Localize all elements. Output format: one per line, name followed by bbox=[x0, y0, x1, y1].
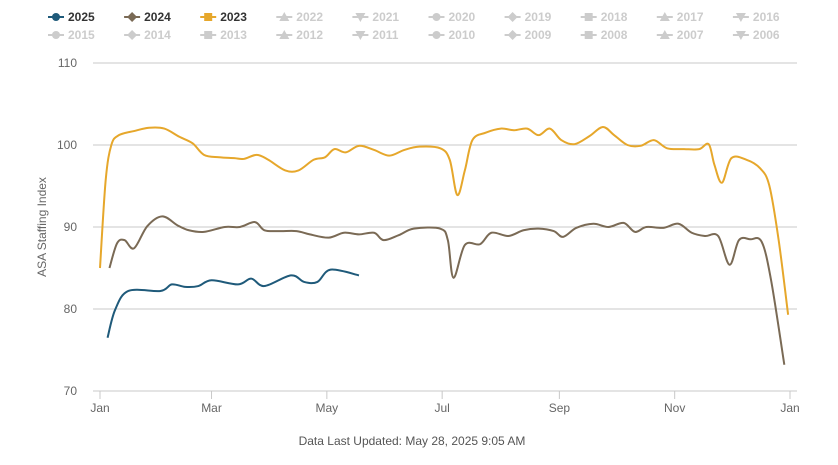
diamond-marker-icon bbox=[127, 12, 138, 22]
triangle-marker-icon bbox=[279, 12, 290, 21]
y-axis-ticks: 70 80 90 100 110 bbox=[57, 56, 77, 398]
legend-item-2007[interactable]: 2007 bbox=[656, 28, 704, 42]
triangle-marker-icon bbox=[659, 12, 670, 21]
legend-item-2009[interactable]: 2009 bbox=[504, 28, 552, 42]
legend-item-2021[interactable]: 2021 bbox=[352, 10, 399, 24]
legend-item-2010[interactable]: 2010 bbox=[428, 28, 476, 42]
x-tick-label: May bbox=[316, 401, 339, 415]
y-axis-title: ASA Staffing Index bbox=[35, 177, 49, 277]
legend-item-2025[interactable]: 2025 bbox=[48, 10, 95, 24]
triangle-marker-icon bbox=[659, 30, 670, 39]
x-tick-label: Mar bbox=[201, 401, 222, 415]
circle-marker-icon bbox=[432, 13, 441, 21]
diamond-marker-icon bbox=[507, 30, 518, 40]
legend-item-2017[interactable]: 2017 bbox=[656, 10, 704, 24]
legend-label: 2012 bbox=[296, 28, 323, 42]
square-marker-icon bbox=[204, 31, 213, 39]
legend-label: 2018 bbox=[601, 10, 628, 24]
diamond-marker-icon bbox=[507, 12, 518, 22]
legend-label: 2008 bbox=[601, 28, 628, 42]
legend-label: 2006 bbox=[753, 28, 780, 42]
legend-item-2015[interactable]: 2015 bbox=[48, 28, 95, 42]
square-marker-icon bbox=[584, 31, 593, 39]
legend-label: 2011 bbox=[372, 28, 398, 42]
triangle-marker-icon bbox=[279, 30, 290, 39]
diamond-marker-icon bbox=[127, 30, 138, 40]
x-tick-label: Jul bbox=[434, 401, 449, 415]
x-axis: Jan Mar May Jul Sep Nov Jan bbox=[90, 390, 800, 415]
legend-label: 2017 bbox=[677, 10, 704, 24]
y-tick-label: 80 bbox=[64, 302, 78, 316]
x-tick-label: Jan bbox=[780, 401, 799, 415]
legend-item-2018[interactable]: 2018 bbox=[580, 10, 628, 24]
legend-item-2014[interactable]: 2014 bbox=[124, 28, 171, 42]
legend-label: 2013 bbox=[220, 28, 247, 42]
gridlines bbox=[93, 62, 797, 310]
circle-marker-icon bbox=[432, 31, 441, 39]
legend-label: 2020 bbox=[449, 10, 476, 24]
triangle-down-marker-icon bbox=[735, 13, 746, 22]
y-tick-label: 90 bbox=[64, 220, 78, 234]
y-tick-label: 110 bbox=[58, 56, 77, 70]
legend-label: 2010 bbox=[449, 28, 476, 42]
series-line-2023[interactable] bbox=[99, 125, 790, 315]
legend-label: 2023 bbox=[220, 10, 247, 24]
legend-item-2012[interactable]: 2012 bbox=[276, 28, 323, 42]
series-line-2025[interactable] bbox=[106, 268, 360, 338]
circle-marker-icon bbox=[52, 31, 60, 39]
y-tick-label: 70 bbox=[64, 384, 78, 398]
square-marker-icon bbox=[204, 13, 213, 21]
legend-item-2011[interactable]: 2011 bbox=[352, 28, 399, 42]
series-line-2024[interactable] bbox=[108, 215, 786, 365]
legend-label: 2022 bbox=[296, 10, 323, 24]
legend-item-2016[interactable]: 2016 bbox=[732, 10, 780, 24]
last-updated-text: Data Last Updated: May 28, 2025 9:05 AM bbox=[299, 434, 526, 448]
legend-label: 2025 bbox=[68, 10, 95, 24]
legend-label: 2014 bbox=[144, 28, 171, 42]
legend-item-2019[interactable]: 2019 bbox=[504, 10, 552, 24]
legend-item-2020[interactable]: 2020 bbox=[428, 10, 476, 24]
legend-label: 2021 bbox=[372, 10, 399, 24]
legend-item-2023[interactable]: 2023 bbox=[200, 10, 247, 24]
legend-item-2024[interactable]: 2024 bbox=[124, 10, 171, 24]
series-lines bbox=[99, 125, 790, 365]
legend-label: 2024 bbox=[144, 10, 171, 24]
x-tick-label: Jan bbox=[90, 401, 109, 415]
triangle-down-marker-icon bbox=[355, 31, 366, 40]
triangle-down-marker-icon bbox=[735, 31, 746, 40]
legend-item-2006[interactable]: 2006 bbox=[732, 28, 780, 42]
legend-label: 2016 bbox=[753, 10, 780, 24]
legend-label: 2009 bbox=[525, 28, 552, 42]
legend-label: 2019 bbox=[525, 10, 552, 24]
legend-label: 2007 bbox=[677, 28, 704, 42]
legend-item-2013[interactable]: 2013 bbox=[200, 28, 247, 42]
circle-marker-icon bbox=[52, 13, 60, 21]
legend-item-2008[interactable]: 2008 bbox=[580, 28, 628, 42]
legend-item-2022[interactable]: 2022 bbox=[276, 10, 323, 24]
y-tick-label: 100 bbox=[57, 138, 77, 152]
square-marker-icon bbox=[584, 13, 593, 21]
x-tick-label: Nov bbox=[664, 401, 685, 415]
legend: 2025 2024 2023 2022 2021 2020 2019 2018 2017 2016… bbox=[48, 10, 780, 42]
x-tick-label: Sep bbox=[549, 401, 571, 415]
legend-label: 2015 bbox=[68, 28, 95, 42]
triangle-down-marker-icon bbox=[355, 13, 366, 22]
